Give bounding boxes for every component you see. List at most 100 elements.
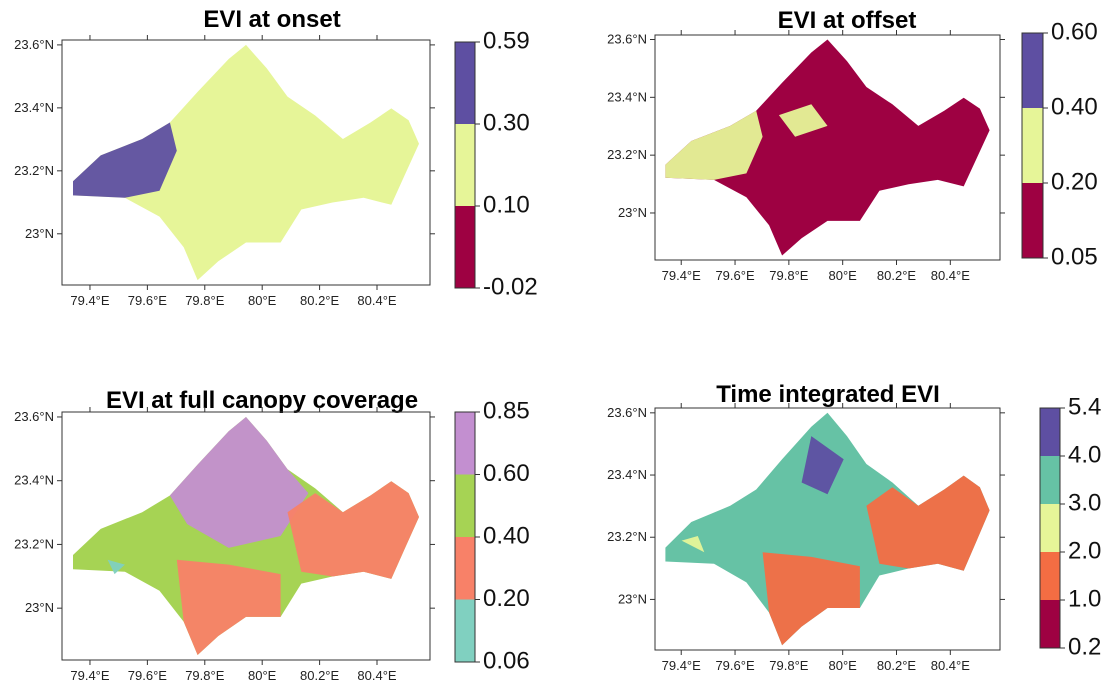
x-tick-label: 79.4°E (70, 293, 110, 308)
legend-swatch (1040, 552, 1060, 600)
x-tick-label: 79.8°E (185, 668, 225, 683)
map-region (73, 122, 177, 198)
x-tick-label: 79.4°E (662, 658, 702, 673)
legend-swatch (1022, 108, 1043, 183)
y-tick-label: 23°N (618, 591, 647, 606)
legend-label: 0.60 (483, 460, 530, 487)
map-region (762, 552, 860, 646)
legend-label: 3.0 (1068, 489, 1101, 516)
y-tick-label: 23.2°N (607, 529, 647, 544)
y-tick-label: 23.6°N (607, 405, 647, 420)
map-panel: EVI at onset 23.6°N 23.4°N 23.2°N 23°N 79.4°E… (14, 6, 538, 308)
y-tick-label: 23°N (25, 600, 54, 615)
x-tick-label: 79.4°E (662, 268, 702, 283)
map-region (169, 417, 309, 548)
legend-label: 0.06 (483, 647, 530, 674)
y-tick-label: 23.2°N (607, 147, 647, 162)
y-tick-label: 23.4°N (14, 100, 54, 115)
legend-swatch (455, 599, 475, 662)
legend-label: 0.40 (483, 522, 530, 549)
x-tick-label: 80°E (248, 668, 277, 683)
map-region (73, 44, 419, 281)
map-region (801, 436, 844, 495)
x-tick-label: 79.6°E (128, 668, 168, 683)
y-tick-label: 23.4°N (607, 89, 647, 104)
x-tick-label: 80.2°E (300, 668, 340, 683)
legend-label: 0.10 (483, 191, 530, 218)
y-tick-label: 23.6°N (14, 37, 54, 52)
legend-label: 1.0 (1068, 585, 1101, 612)
x-tick-label: 80.2°E (877, 268, 917, 283)
map-panel: EVI at offset 23.6°N 23.4°N 23.2°N 23°N 79.4°… (607, 7, 1098, 283)
legend-label: -0.02 (483, 273, 538, 300)
y-tick-label: 23.4°N (607, 467, 647, 482)
legend-label: 2.0 (1068, 537, 1101, 564)
legend-swatch (455, 537, 475, 600)
x-tick-label: 80.4°E (357, 668, 397, 683)
legend-swatch (1040, 408, 1060, 456)
x-tick-label: 80.2°E (300, 293, 340, 308)
x-tick-label: 79.8°E (769, 268, 809, 283)
map-region (665, 412, 990, 646)
plot-frame (654, 34, 1001, 261)
legend-label: 0.20 (483, 585, 530, 612)
legend-swatch (455, 206, 475, 288)
x-tick-label: 80.4°E (931, 658, 971, 673)
map-region (665, 110, 763, 180)
legend-label: 0.60 (1051, 18, 1098, 45)
x-tick-label: 79.8°E (769, 658, 809, 673)
map-region (665, 39, 990, 256)
legend-swatch (1040, 504, 1060, 552)
map-region (287, 481, 419, 579)
legend-label: 0.59 (483, 27, 530, 54)
legend-swatch (455, 42, 475, 124)
legend-label: 0.40 (1051, 93, 1098, 120)
legend-frame (1039, 407, 1061, 649)
map-region (778, 104, 828, 137)
x-tick-label: 80.2°E (877, 658, 917, 673)
x-tick-label: 79.6°E (715, 658, 755, 673)
legend-label: 0.20 (1051, 168, 1098, 195)
panel-title: EVI at onset (203, 6, 340, 33)
legend-label: 0.2 (1068, 633, 1101, 660)
panel-title: Time integrated EVI (716, 381, 940, 408)
x-tick-label: 79.6°E (715, 268, 755, 283)
y-tick-label: 23.6°N (607, 32, 647, 47)
legend-swatch (455, 412, 475, 475)
map-panel: EVI at full canopy coverage23.6°N23.4°N2… (14, 387, 530, 683)
x-tick-label: 80.4°E (931, 268, 971, 283)
y-tick-label: 23.2°N (14, 163, 54, 178)
legend-swatch (455, 474, 475, 537)
plot-frame (654, 407, 1001, 651)
legend-label: 5.4 (1068, 393, 1101, 420)
plot-frame (61, 411, 431, 661)
map-region (176, 559, 281, 655)
plot-frame (61, 39, 431, 286)
legend-label: 0.85 (483, 397, 530, 424)
legend-frame (454, 41, 476, 289)
map-panel: Time integrated EVI 23.6°N 23.4°N 23.2°N 23°… (607, 381, 1101, 673)
map-region (866, 475, 990, 571)
y-tick-label: 23°N (618, 205, 647, 220)
x-tick-label: 80°E (248, 293, 277, 308)
legend-swatch (1040, 600, 1060, 648)
x-tick-label: 79.6°E (128, 293, 168, 308)
x-tick-label: 79.8°E (185, 293, 225, 308)
y-tick-label: 23.4°N (14, 473, 54, 488)
x-tick-label: 80°E (829, 268, 858, 283)
y-tick-label: 23°N (25, 226, 54, 241)
panel-title: EVI at offset (778, 7, 917, 34)
legend-label: 0.30 (483, 109, 530, 136)
legend-label: 0.05 (1051, 243, 1098, 270)
legend-swatch (1040, 456, 1060, 504)
legend-label: 4.0 (1068, 441, 1101, 468)
y-tick-label: 23.2°N (14, 536, 54, 551)
map-region (681, 536, 705, 553)
map-region (107, 559, 125, 575)
legend-swatch (455, 124, 475, 206)
legend-swatch (1022, 33, 1043, 108)
y-tick-label: 23.6°N (14, 409, 54, 424)
x-tick-label: 80°E (829, 658, 858, 673)
x-tick-label: 80.4°E (357, 293, 397, 308)
